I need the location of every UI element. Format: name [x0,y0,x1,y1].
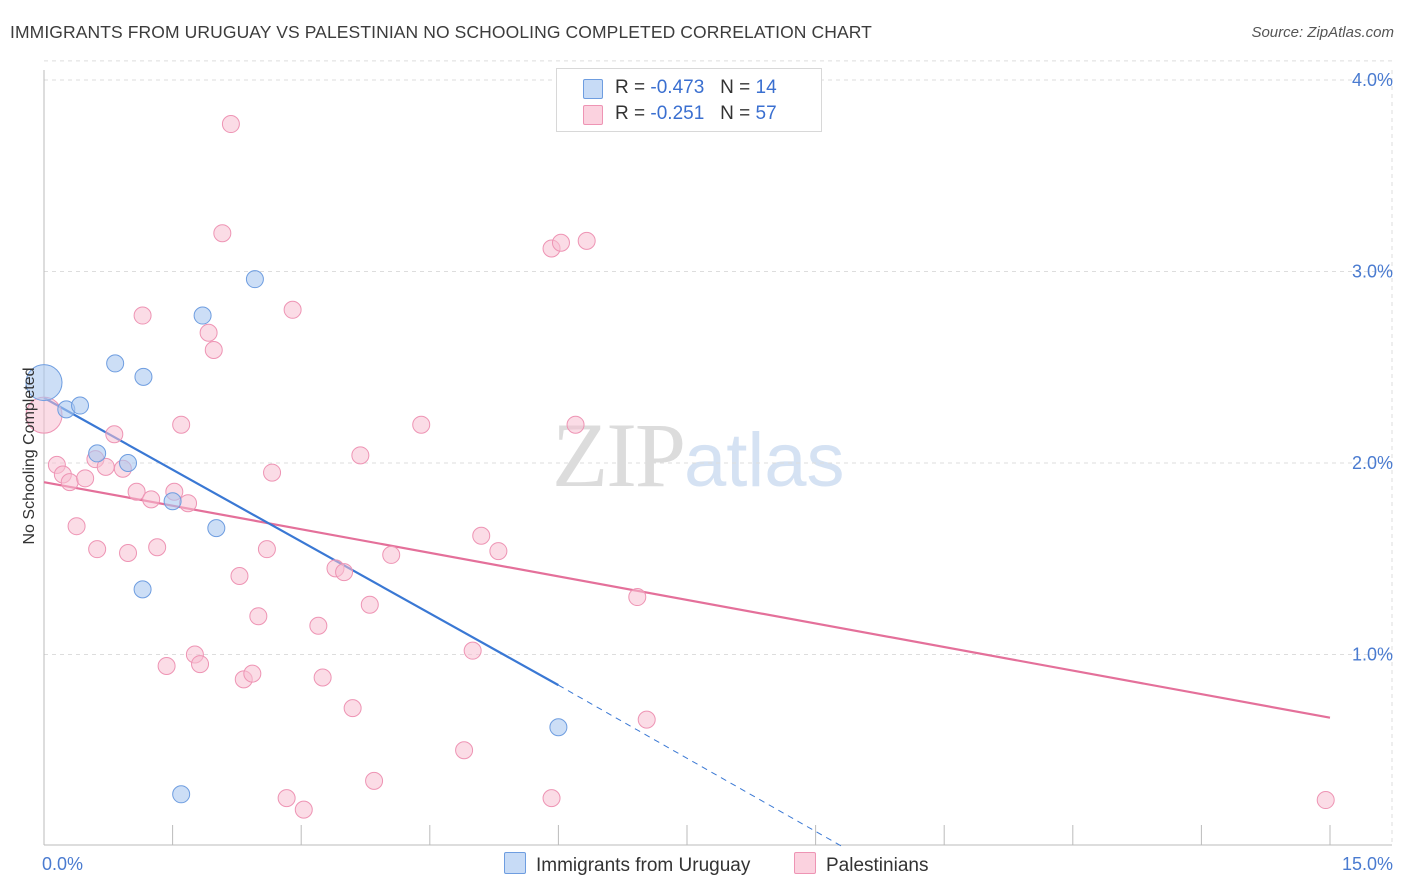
data-point-palestinians [283,300,302,319]
data-point-palestinians [221,115,240,134]
data-point-palestinians [360,595,379,614]
series-uruguay [25,270,568,804]
data-point-palestinians [257,540,276,559]
watermark: ZIPatlas [552,402,845,508]
y-tick-label: 3.0% [1352,262,1393,282]
trendline-uruguay-extension [558,684,842,847]
tick-labels: 1.0% 2.0% 3.0% 4.0% 0.0% 15.0% No Schooling Co… [21,70,1393,874]
data-point-palestinians [335,563,354,582]
data-point-palestinians [351,446,370,465]
y-tick-label: 2.0% [1352,453,1393,473]
data-point-palestinians [412,415,431,434]
data-point-palestinians [148,538,167,557]
axes [43,70,1392,846]
data-point-palestinians [204,341,223,360]
bottom-legend-label-palestinians: Palestinians [826,855,929,876]
data-point-palestinians [172,415,191,434]
bottom-legend-uruguay: Immigrants from Uruguay [504,852,750,877]
chart-title: IMMIGRANTS FROM URUGUAY VS PALESTINIAN N… [10,22,872,42]
legend-r-label: R = [615,103,646,124]
bottom-swatch-palestinians [794,852,816,874]
y-tick-label: 4.0% [1352,70,1393,90]
data-point-uruguay [245,270,264,289]
data-point-uruguay [119,454,138,472]
data-point-uruguay [88,444,107,463]
y-tick-label: 1.0% [1352,645,1393,665]
data-point-palestinians [566,415,585,434]
data-point-palestinians [489,542,508,561]
x-tick-label: 15.0% [1342,854,1393,874]
bottom-legend-palestinians: Palestinians [794,852,928,877]
data-point-palestinians [133,306,152,325]
data-point-uruguay [172,785,191,804]
data-point-uruguay [25,364,63,402]
data-point-palestinians [67,517,86,536]
data-point-palestinians [213,224,232,243]
data-point-uruguay [193,306,212,325]
data-point-uruguay [133,580,152,599]
data-point-palestinians [105,425,124,444]
legend-n-label: N = [720,77,751,98]
data-point-palestinians [60,473,79,492]
bottom-legend-label-uruguay: Immigrants from Uruguay [536,855,751,876]
legend-text-uruguay: R = -0.473 N = 14 [615,77,777,99]
trend-lines [43,396,1331,847]
data-point-palestinians [1316,791,1335,810]
legend-swatch-palestinians [583,105,603,125]
legend-r-value-uruguay: -0.473 [650,77,705,98]
grid [44,60,1393,845]
data-point-palestinians [76,469,95,488]
data-point-palestinians [142,490,161,509]
legend-text-palestinians: R = -0.251 N = 57 [615,103,777,125]
data-point-palestinians [127,482,146,501]
data-point-uruguay [71,396,90,415]
data-point-palestinians [157,656,176,675]
data-point-palestinians [365,771,384,790]
data-point-palestinians [294,800,313,819]
data-point-palestinians [343,699,362,718]
data-point-palestinians [263,463,282,482]
data-point-palestinians [199,323,218,342]
legend-swatch-uruguay [583,79,603,99]
data-point-palestinians [277,789,296,808]
series-palestinians [25,115,1335,819]
data-point-palestinians [455,741,474,760]
data-point-palestinians [88,540,107,559]
data-point-uruguay [106,354,125,373]
legend-n-value-uruguay: 14 [755,77,777,98]
data-point-palestinians [577,231,596,250]
source-credit: Source: ZipAtlas.com [1251,24,1394,41]
data-point-palestinians [382,545,401,564]
x-tick-label: 0.0% [42,854,83,874]
legend-r-label: R = [615,77,646,98]
trendline-palestinians [43,481,1331,719]
trendline-uruguay [43,396,559,687]
data-point-uruguay [207,519,226,538]
legend-n-value-palestinians: 57 [755,103,777,124]
data-point-palestinians [463,641,482,660]
data-point-palestinians [179,494,198,513]
data-point-palestinians [637,710,656,729]
legend-r-value-palestinians: -0.251 [650,103,705,124]
data-point-palestinians [230,566,249,585]
data-point-uruguay [163,492,182,511]
data-point-uruguay [549,718,568,737]
data-point-uruguay [134,367,153,386]
correlation-legend: R = -0.473 N = 14 R = -0.251 N = 57 [556,68,822,132]
data-point-palestinians [628,588,647,607]
data-point-palestinians [249,607,268,626]
y-axis-title: No Schooling Completed [21,368,38,545]
data-point-palestinians [472,526,491,545]
data-point-palestinians [243,664,262,683]
legend-n-label: N = [720,103,751,124]
data-point-palestinians [119,544,138,563]
data-point-palestinians [551,233,570,252]
data-point-palestinians [313,668,332,687]
data-point-palestinians [542,789,561,808]
data-point-palestinians [309,616,328,635]
watermark-atlas: atlas [684,418,845,503]
data-point-palestinians [191,655,210,674]
bottom-swatch-uruguay [504,852,526,874]
